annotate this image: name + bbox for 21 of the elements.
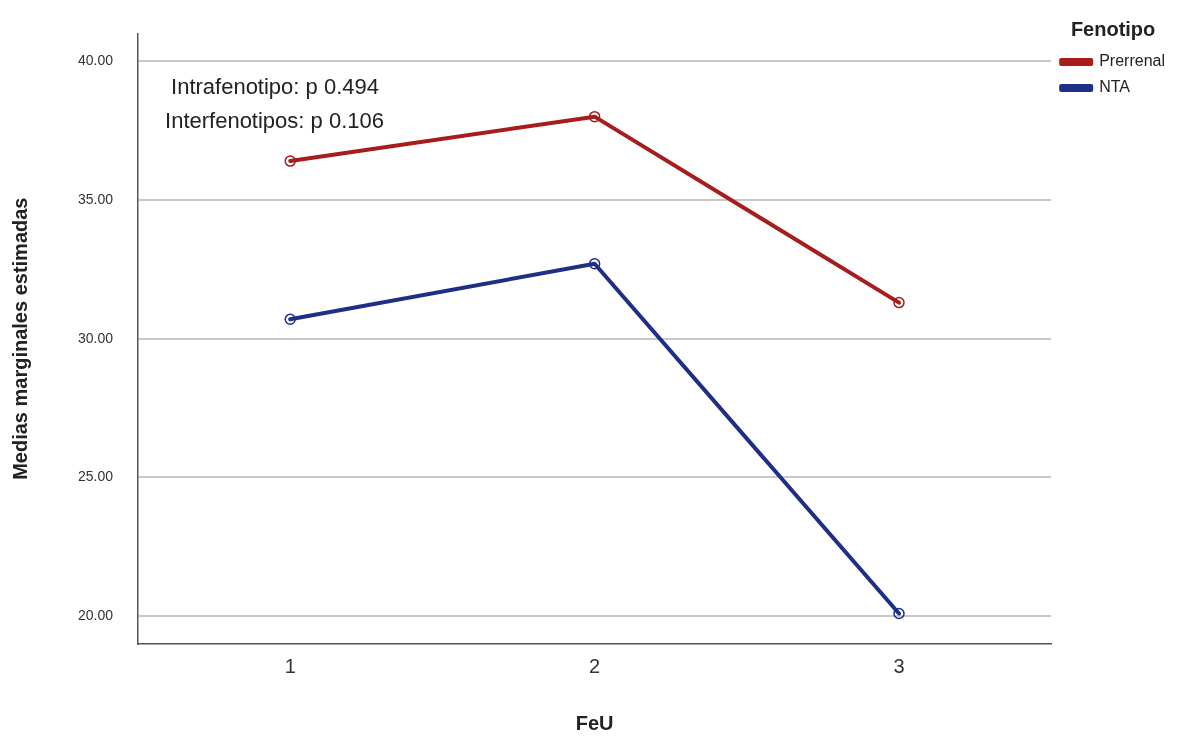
annotation: Intrafenotipo: p 0.494 — [171, 74, 379, 100]
y-tick-label: 25.00 — [77, 468, 114, 485]
point — [588, 110, 601, 123]
point — [284, 313, 296, 326]
y-axis-title: Medias marginales estimadas — [8, 197, 31, 480]
y-tick-label: 35.00 — [77, 190, 114, 207]
point — [588, 258, 601, 270]
point — [893, 607, 905, 620]
x-axis-title: FeU — [575, 711, 614, 734]
annotation: Interfenotipos: p 0.106 — [165, 108, 384, 134]
x-tick-label: 3 — [893, 654, 905, 677]
legend-label: NTA — [1099, 78, 1131, 96]
x-tick-label: 2 — [589, 654, 601, 677]
point — [284, 155, 296, 167]
y-tick-label: 30.00 — [77, 329, 114, 346]
legend-label: Prerrenal — [1099, 52, 1166, 70]
legend-title: Fenotipo — [1070, 17, 1156, 40]
point — [893, 296, 905, 309]
y-tick-label: 20.00 — [77, 607, 114, 624]
x-tick-label: 1 — [284, 654, 296, 677]
y-tick-label: 40.00 — [77, 52, 114, 69]
